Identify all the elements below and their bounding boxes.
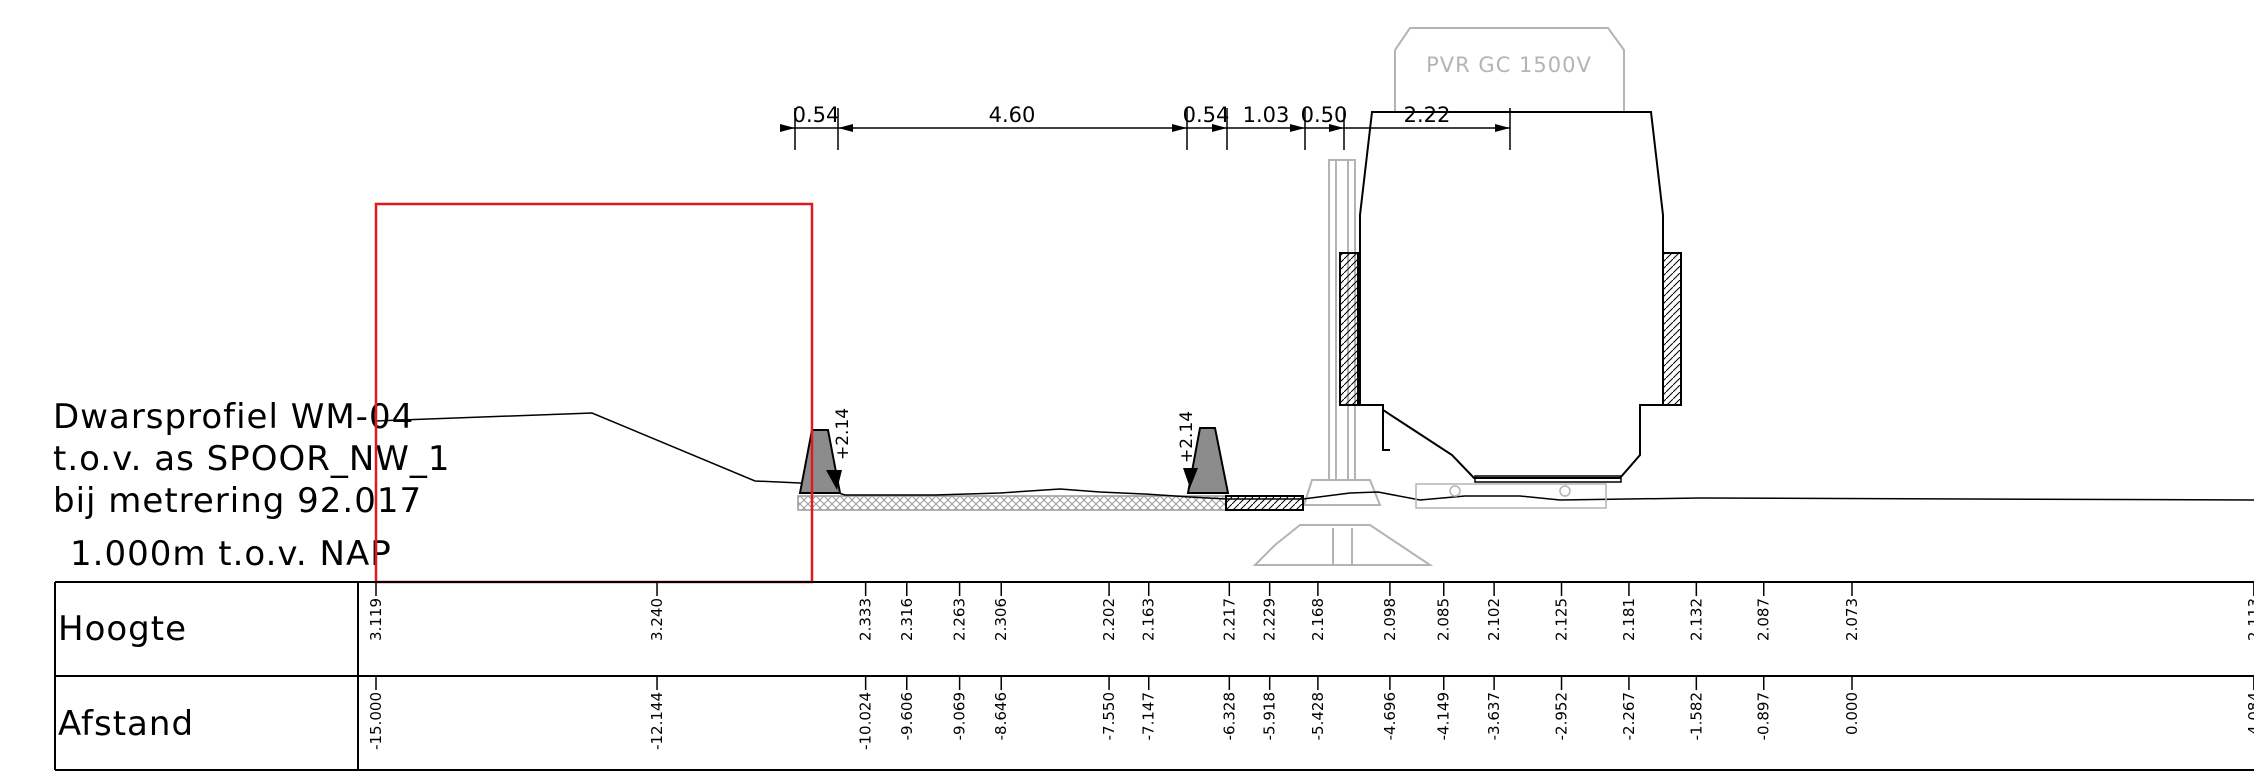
dimension-chain: 0.54 4.60 0.54 1.03 0.50 2.22: [780, 103, 1511, 150]
vehicle-body-outline: [1359, 111, 1664, 479]
dimension-label: 0.54: [1183, 103, 1230, 127]
hoogte-value: 2.217: [1220, 598, 1238, 641]
hoogte-value: 2.229: [1261, 598, 1279, 641]
vehicle-profile: PVR GC 1500V: [1339, 27, 1682, 509]
hoogte-value: 2.306: [992, 598, 1010, 641]
hoogte-value: 3.240: [648, 598, 666, 641]
hoogte-value: 2.098: [1381, 598, 1399, 641]
hoogte-value: 2.132: [1687, 598, 1705, 641]
afstand-value: -5.428: [1309, 692, 1327, 740]
afstand-value: 4.084: [2245, 692, 2254, 735]
profile-title: Dwarsprofiel WM-04 t.o.v. as SPOOR_NW_1 …: [53, 397, 451, 574]
row-label-afstand: Afstand: [58, 704, 194, 744]
vehicle-pantograph-outline: [1394, 27, 1625, 112]
afstand-value: -9.069: [951, 692, 969, 740]
hoogte-value: 2.333: [857, 598, 875, 641]
ground-profile-line: [374, 412, 2254, 501]
afstand-value: -7.147: [1140, 692, 1158, 740]
afstand-value: -5.918: [1261, 692, 1279, 740]
dimension-label: 2.22: [1404, 103, 1451, 127]
hoogte-value: 2.316: [898, 598, 916, 641]
dimension-label: 1.03: [1243, 103, 1290, 127]
dimension-label: 4.60: [989, 103, 1036, 127]
afstand-value: -2.267: [1620, 692, 1638, 740]
title-line-3: bij metrering 92.017: [53, 481, 422, 521]
afstand-value: -3.637: [1485, 692, 1503, 740]
hoogte-value: 2.087: [1755, 598, 1773, 641]
right-curb: [1183, 427, 1230, 494]
left-curb: [798, 429, 842, 494]
hoogte-value: 2.181: [1620, 598, 1638, 641]
afstand-value: -1.582: [1687, 692, 1705, 740]
dimension-label: 0.50: [1301, 103, 1348, 127]
hoogte-value: 2.202: [1100, 598, 1118, 641]
afstand-value: -8.646: [992, 692, 1010, 740]
afstand-value: -4.696: [1381, 692, 1399, 740]
hoogte-value: 2.073: [1843, 598, 1861, 641]
hoogte-value: 3.119: [367, 598, 385, 641]
afstand-value: -7.550: [1100, 692, 1118, 740]
afstand-value: -12.144: [648, 692, 666, 750]
vehicle-label: PVR GC 1500V: [1426, 53, 1592, 77]
row-label-hoogte: Hoogte: [58, 609, 187, 649]
data-table: [54, 581, 2254, 771]
dimension-label: 0.54: [793, 103, 840, 127]
hoogte-value: 2.102: [1485, 598, 1503, 641]
hoogte-value: 2.113: [2245, 598, 2254, 641]
afstand-value: -15.000: [367, 692, 385, 750]
afstand-value: -9.606: [898, 692, 916, 740]
highlight-box: [374, 202, 814, 584]
title-line-4: 1.000m t.o.v. NAP: [70, 534, 392, 574]
hoogte-value: 2.125: [1553, 598, 1571, 641]
hoogte-value: 2.163: [1140, 598, 1158, 641]
title-line-1: Dwarsprofiel WM-04: [53, 397, 414, 437]
afstand-value: -2.952: [1553, 692, 1571, 740]
title-line-2: t.o.v. as SPOOR_NW_1: [53, 439, 451, 479]
afstand-value: -10.024: [857, 692, 875, 750]
track-bed: [797, 495, 1304, 511]
table-ticks: 3.119 -15.000 3.240 -12.144 2.333 -10.024 2.31…: [367, 582, 2254, 750]
left-curb-level-label: +2.14: [833, 408, 853, 460]
right-curb-level-label: +2.14: [1177, 411, 1197, 463]
afstand-value: 0.000: [1843, 692, 1861, 735]
afstand-value: -4.149: [1435, 692, 1453, 740]
hoogte-value: 2.263: [951, 598, 969, 641]
afstand-value: -6.328: [1220, 692, 1238, 740]
hoogte-value: 2.168: [1309, 598, 1327, 641]
afstand-value: -0.897: [1755, 692, 1773, 740]
hoogte-value: 2.085: [1435, 598, 1453, 641]
